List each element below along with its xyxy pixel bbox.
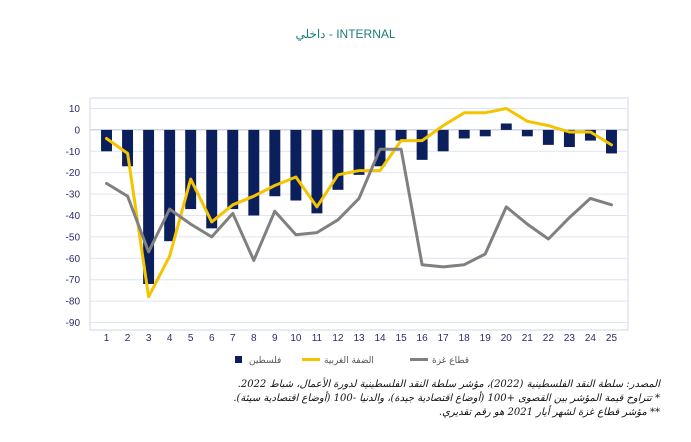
bar bbox=[521, 129, 533, 137]
x-tick-label: 25 bbox=[606, 333, 618, 344]
x-tick-label: 13 bbox=[353, 333, 365, 344]
bar bbox=[269, 129, 281, 197]
series-line bbox=[105, 147, 613, 269]
x-tick-label: 4 bbox=[167, 333, 173, 344]
x-tick-label: 15 bbox=[396, 333, 408, 344]
y-tick-label: -50 bbox=[66, 232, 81, 243]
x-tick-label: 9 bbox=[272, 333, 278, 344]
bar bbox=[606, 129, 617, 154]
bar bbox=[437, 129, 449, 152]
bar bbox=[206, 129, 218, 229]
x-tick-label: 21 bbox=[522, 333, 534, 344]
x-tick-label: 20 bbox=[501, 333, 513, 344]
bar bbox=[542, 129, 554, 145]
y-tick-label: -60 bbox=[66, 254, 81, 265]
plot-area bbox=[89, 97, 629, 331]
y-tick-label: 10 bbox=[69, 104, 81, 115]
bar bbox=[458, 129, 470, 139]
bar bbox=[227, 129, 239, 210]
series-line bbox=[105, 107, 613, 299]
bar bbox=[122, 129, 134, 167]
bar bbox=[143, 129, 155, 284]
chart-notes: المصدر: سلطة النقد الفلسطينية (2022)، مؤ… bbox=[20, 378, 660, 420]
bar bbox=[290, 129, 302, 201]
bar bbox=[563, 129, 575, 148]
bar bbox=[479, 129, 491, 137]
x-tick-label: 2 bbox=[125, 333, 131, 344]
x-tick-label: 23 bbox=[564, 333, 576, 344]
line-series bbox=[105, 107, 613, 299]
bar bbox=[164, 129, 176, 242]
axes: 100-10-20-30-40-50-60-70-80-901 2 3 4 5 6 7 8 9 1… bbox=[66, 104, 618, 344]
x-tick-label: 12 bbox=[332, 333, 344, 344]
x-tick-label: 6 bbox=[209, 333, 215, 344]
x-tick-label: 7 bbox=[230, 333, 236, 344]
bar bbox=[353, 129, 365, 175]
bar bbox=[248, 129, 260, 216]
bar bbox=[101, 129, 112, 152]
grid-lines bbox=[89, 97, 629, 331]
legend: فلسطين الضفة الغربية قطاع غزة bbox=[235, 356, 469, 366]
x-tick-label: 22 bbox=[543, 333, 555, 344]
legend-label: الضفة الغربية bbox=[324, 356, 374, 366]
y-tick-label: -90 bbox=[66, 318, 81, 329]
x-tick-label: 1 bbox=[104, 333, 110, 344]
x-tick-label: 5 bbox=[188, 333, 194, 344]
legend-marker bbox=[235, 356, 242, 363]
source-note: المصدر: سلطة النقد الفلسطينية (2022)، مؤ… bbox=[237, 379, 660, 390]
x-tick-label: 3 bbox=[146, 333, 152, 344]
x-tick-label: 11 bbox=[312, 333, 323, 344]
y-tick-label: -70 bbox=[66, 275, 81, 286]
legend-label: قطاع غزة bbox=[432, 356, 469, 366]
x-tick-label: 24 bbox=[585, 333, 597, 344]
x-tick-label: 17 bbox=[438, 333, 450, 344]
y-tick-label: -20 bbox=[66, 168, 81, 179]
bar bbox=[416, 129, 428, 160]
bar bbox=[500, 123, 512, 130]
bar bbox=[332, 129, 344, 190]
x-tick-label: 8 bbox=[251, 333, 257, 344]
gaza-estimate-note: ** مؤشر قطاع غزة لشهر أيار 2021 هو رقم ت… bbox=[438, 407, 660, 418]
y-tick-label: -80 bbox=[66, 297, 81, 308]
x-tick-label: 18 bbox=[459, 333, 471, 344]
y-tick-label: -30 bbox=[66, 190, 81, 201]
bar bbox=[311, 129, 323, 214]
bar-series bbox=[101, 123, 617, 284]
x-tick-label: 16 bbox=[417, 333, 429, 344]
y-tick-label: 0 bbox=[74, 125, 80, 136]
chart-title: داخلي - INTERNAL bbox=[295, 27, 396, 41]
bar bbox=[584, 129, 596, 141]
y-tick-label: -10 bbox=[66, 147, 81, 158]
x-tick-label: 19 bbox=[480, 333, 492, 344]
bar bbox=[185, 129, 197, 210]
x-tick-label: 14 bbox=[374, 333, 386, 344]
bar bbox=[395, 129, 407, 141]
y-tick-label: -40 bbox=[66, 211, 81, 222]
index-range-note: * تتراوح قيمة المؤشر بين القصوى +100 (أو… bbox=[233, 393, 660, 404]
legend-label: فلسطين bbox=[249, 356, 281, 366]
x-tick-label: 10 bbox=[290, 333, 302, 344]
